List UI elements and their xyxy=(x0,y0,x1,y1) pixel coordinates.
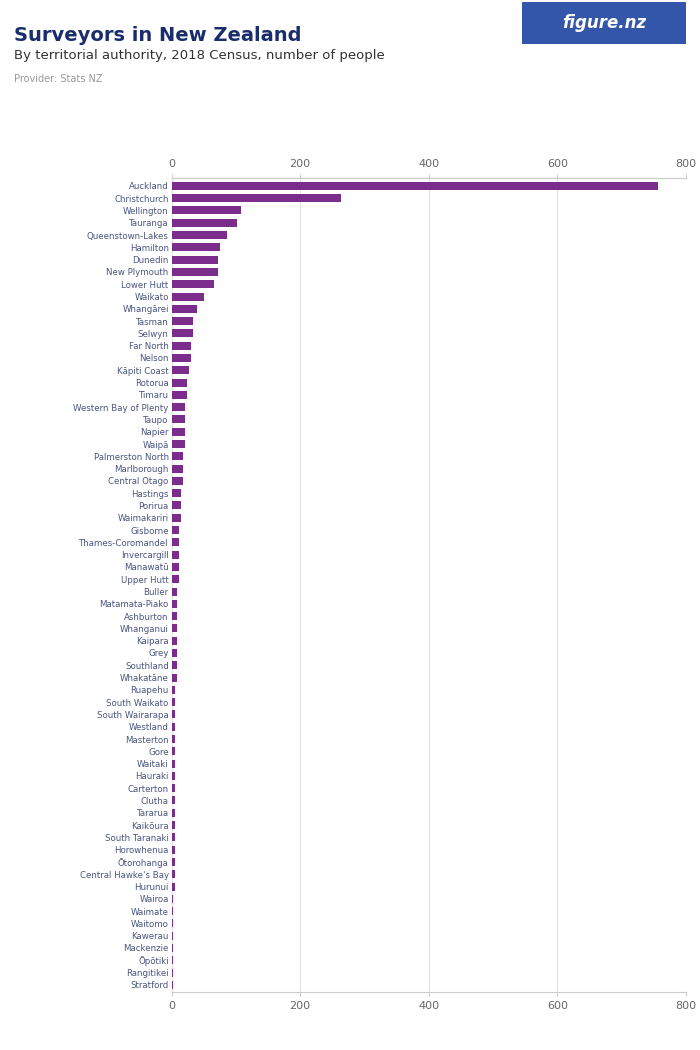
Bar xyxy=(172,280,214,288)
Bar xyxy=(172,317,193,326)
Bar xyxy=(172,722,176,731)
Bar xyxy=(172,207,241,214)
Bar xyxy=(172,636,177,645)
Bar xyxy=(172,575,179,583)
Bar xyxy=(172,968,174,976)
Bar xyxy=(172,858,176,866)
Bar xyxy=(172,612,177,621)
Bar xyxy=(172,759,176,768)
Bar xyxy=(172,920,174,927)
Bar xyxy=(172,563,179,571)
Bar xyxy=(172,797,176,804)
Bar xyxy=(172,711,176,718)
Bar xyxy=(172,662,177,669)
Text: Provider: Stats NZ: Provider: Stats NZ xyxy=(14,74,102,84)
Bar xyxy=(172,981,174,989)
Bar xyxy=(172,464,183,473)
Bar xyxy=(172,218,237,227)
Bar xyxy=(172,883,176,890)
Bar xyxy=(172,907,174,916)
Bar xyxy=(172,304,197,313)
Bar xyxy=(172,845,176,854)
Bar xyxy=(172,588,177,595)
Bar xyxy=(172,379,187,386)
Bar xyxy=(172,649,177,657)
Bar xyxy=(172,772,176,780)
Bar xyxy=(172,391,187,399)
Bar xyxy=(172,255,218,264)
Bar xyxy=(172,808,176,817)
Bar xyxy=(172,784,176,792)
Bar xyxy=(172,182,658,190)
Bar xyxy=(172,821,176,830)
Bar xyxy=(172,502,181,509)
Bar xyxy=(172,354,191,362)
Bar xyxy=(172,244,220,251)
Bar xyxy=(172,293,204,300)
Bar xyxy=(172,489,181,498)
Bar xyxy=(172,477,183,485)
Bar xyxy=(172,366,189,374)
Bar xyxy=(172,268,218,276)
Bar xyxy=(172,686,176,694)
Bar xyxy=(172,440,185,448)
Bar xyxy=(172,341,191,350)
Bar xyxy=(172,870,176,878)
Bar xyxy=(172,403,185,412)
Bar xyxy=(172,513,181,522)
Bar xyxy=(172,600,177,608)
Bar xyxy=(172,957,174,964)
Bar xyxy=(172,427,185,436)
Bar xyxy=(172,453,183,460)
Bar xyxy=(172,834,176,841)
Bar xyxy=(172,748,176,755)
Bar xyxy=(172,735,176,743)
Bar xyxy=(172,194,342,203)
Bar xyxy=(172,673,177,681)
Bar xyxy=(172,526,179,534)
Bar xyxy=(172,416,185,423)
Bar xyxy=(172,231,228,239)
Bar xyxy=(172,330,193,337)
Bar xyxy=(172,625,177,632)
Text: By territorial authority, 2018 Census, number of people: By territorial authority, 2018 Census, n… xyxy=(14,49,385,62)
Bar xyxy=(172,944,174,952)
Bar xyxy=(172,539,179,546)
Bar xyxy=(172,931,174,940)
Bar xyxy=(172,895,174,903)
Bar xyxy=(172,698,176,707)
Bar xyxy=(172,550,179,559)
Text: Surveyors in New Zealand: Surveyors in New Zealand xyxy=(14,26,302,45)
Text: figure.nz: figure.nz xyxy=(561,14,646,33)
